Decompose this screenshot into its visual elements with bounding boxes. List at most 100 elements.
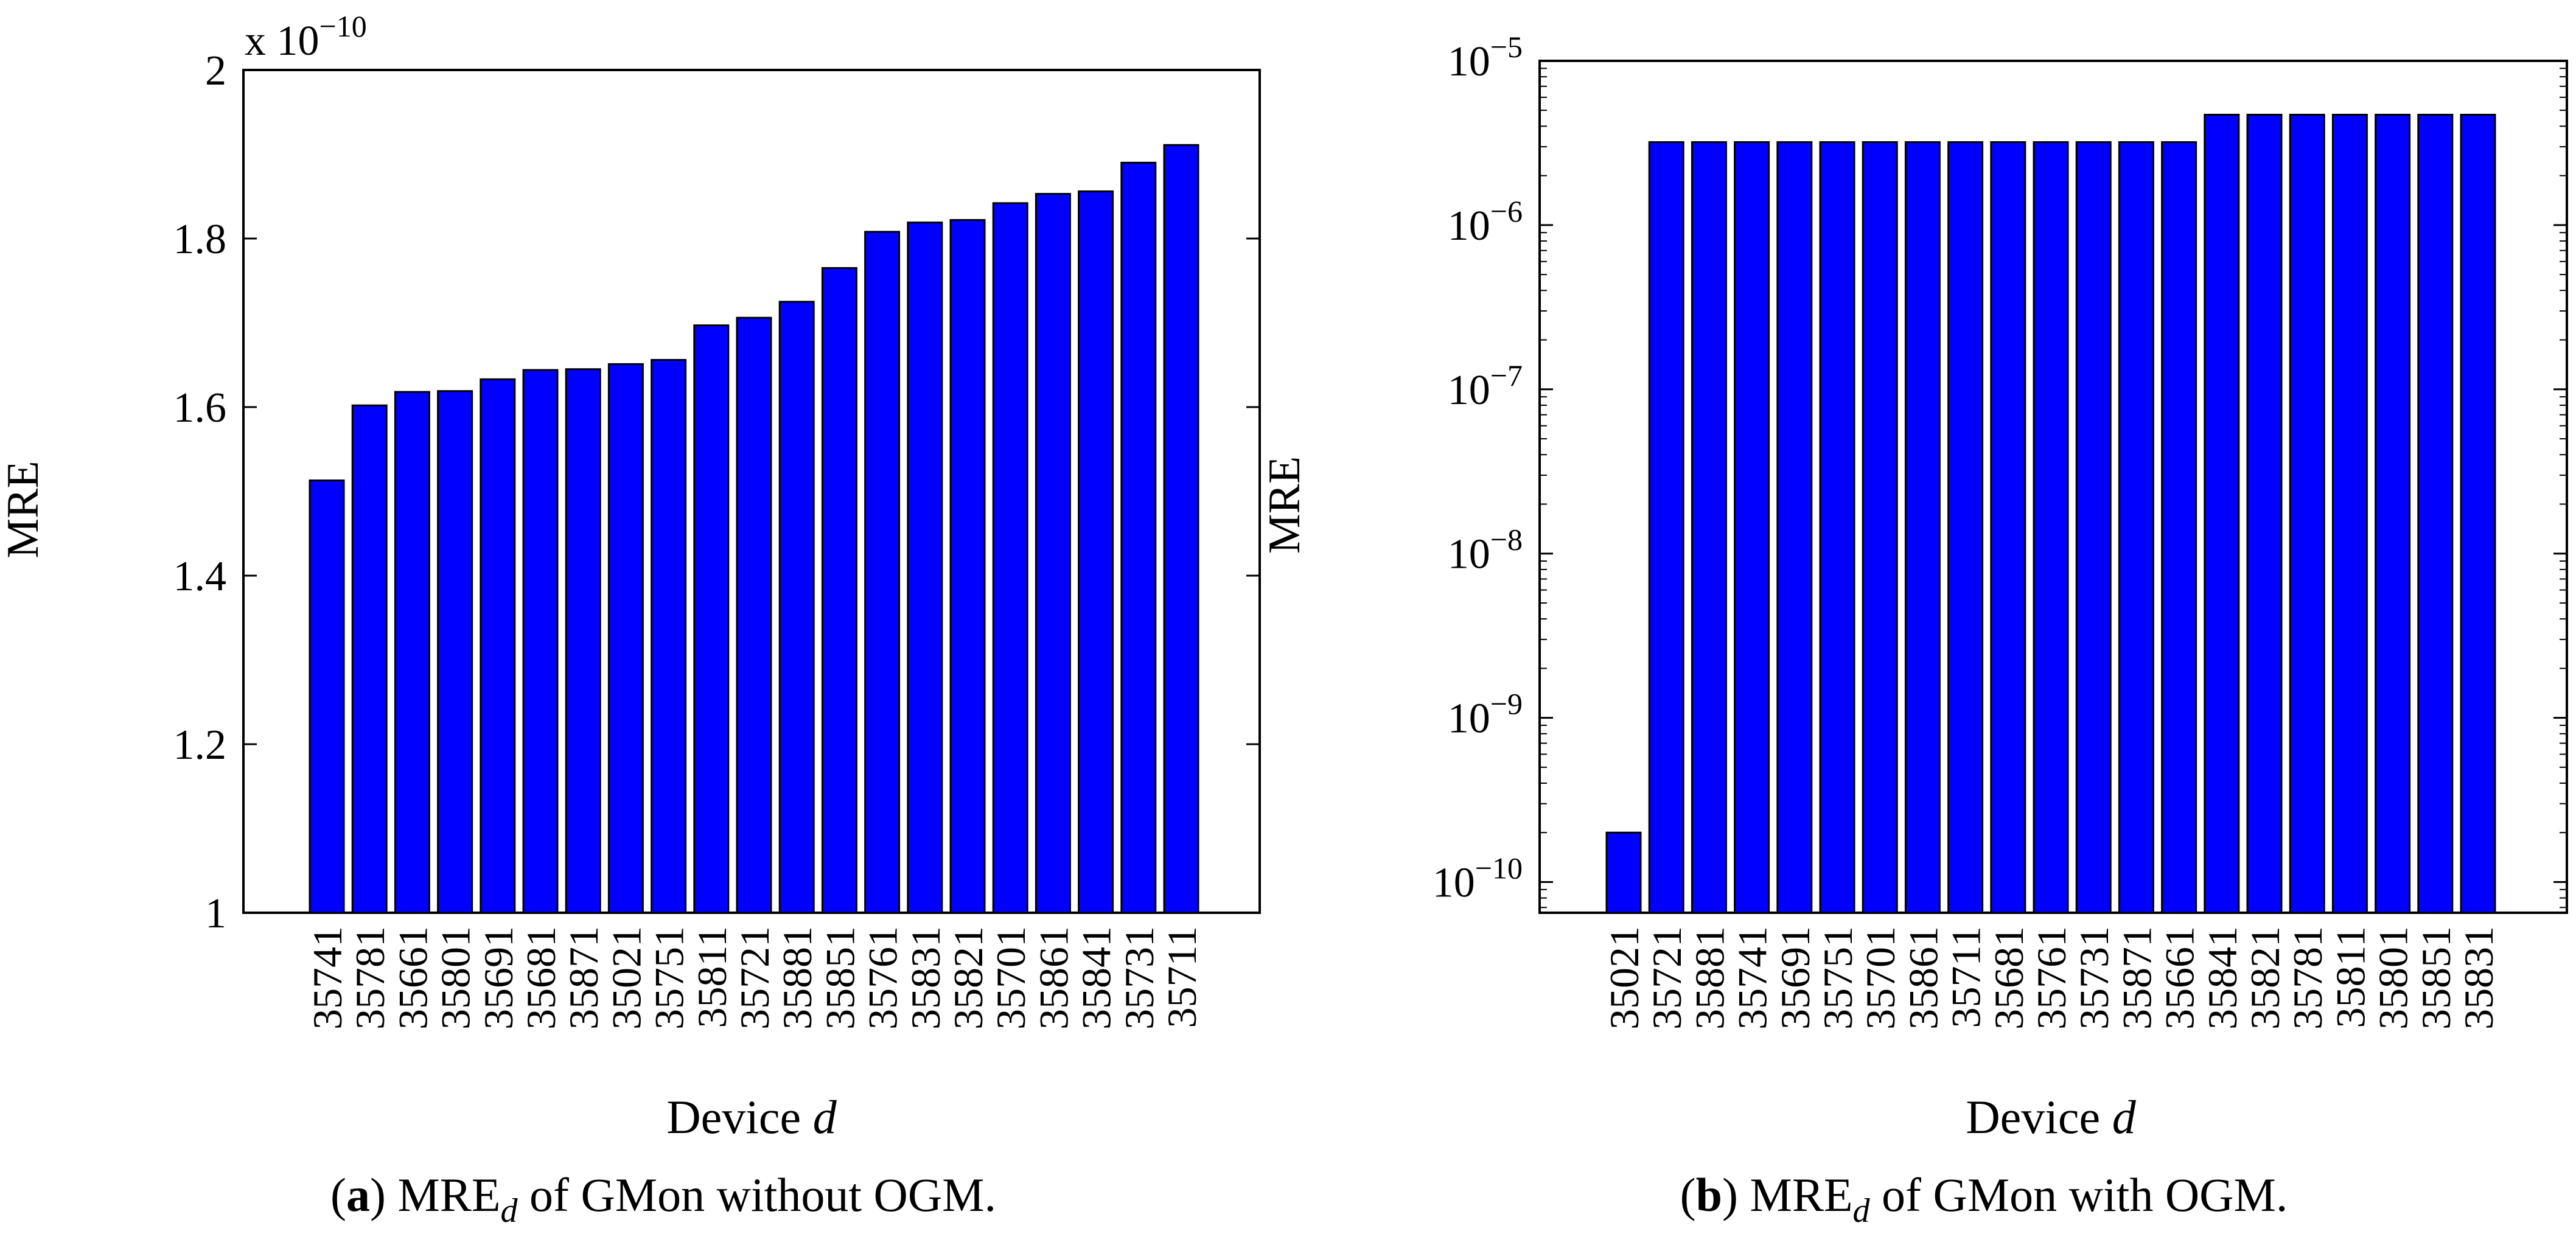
panel-a-bar-35861 [1035,193,1071,914]
panel-b-y-tick-label: 10−8 [1448,523,1523,578]
panel-b-x-tick-label: 35841 [2199,926,2246,1030]
panel-b-bar-35821 [2246,114,2283,914]
panel-b-y-tick-label: 10−9 [1448,687,1523,742]
panel-b-caption: (b) MREd of GMon with OGM. [1680,1168,2288,1230]
panel-b-x-tick-label: 35881 [1686,926,1733,1030]
panel-a-bar-35661 [394,391,430,914]
panel-b-bar-35741 [1734,141,1770,914]
panel-a-x-tick-label: 35841 [1073,926,1120,1030]
panel-a-x-tick-label: 35691 [475,926,522,1030]
panel-b-bar-35801 [2375,114,2411,914]
panel-b-bar-35831 [2460,114,2496,914]
panel-a-y-tick-label: 1 [205,890,226,937]
panel-b-y-tick-label: 10−5 [1448,30,1523,85]
panel-a-bar-35811 [693,324,730,914]
panel-b-bar-35691 [1776,141,1813,914]
panel-a-x-tick-label: 35741 [304,926,351,1030]
panel-a-x-tick-label: 35801 [433,926,479,1030]
panel-b-x-tick-label: 35781 [2285,926,2331,1030]
panel-a-x-tick-label: 35851 [817,926,863,1030]
panel-a-x-tick-label: 35871 [560,926,607,1030]
panel-b-x-axis-label: Device d [1966,1090,2136,1143]
panel-a-x-tick-label: 35711 [1159,926,1205,1028]
panel-b-x-tick-label: 35831 [2456,926,2502,1030]
panel-b-bar-35761 [2033,141,2069,914]
panel-b-x-tick-label: 35661 [2157,926,2203,1030]
panel-a-y-axis-label: MRE [0,461,48,558]
panel-b-x-tick-label: 35761 [2028,926,2075,1030]
panel-b-bar-35711 [1947,141,1984,914]
panel-a-bar-35881 [778,301,815,914]
panel-a-bar-35871 [565,368,601,914]
panel-b-x-tick-label: 35851 [2413,926,2459,1030]
panel-b-x-tick-label: 35821 [2242,926,2288,1030]
panel-a-bar-35711 [1163,144,1199,914]
panel-b-bar-35721 [1648,141,1684,914]
panel-a-bar-35841 [1078,190,1114,914]
panel-a-bar-35691 [480,378,516,914]
panel-a-x-tick-label: 35781 [347,926,393,1030]
panel-b-x-tick-label: 35741 [1730,926,1776,1030]
panel-b-x-tick-label: 35751 [1815,926,1861,1030]
panel-a-x-tick-label: 35721 [731,926,778,1030]
panel-a-x-axis-label: Device d [666,1090,837,1143]
panel-a-bar-35721 [736,316,772,914]
panel-a-x-tick-label: 35821 [945,926,991,1030]
panel-b-x-tick-label: 35811 [2327,926,2373,1028]
panel-a-x-tick-label: 35681 [518,926,564,1030]
chart-panel-b: 10−10 10−9 10−8 10−7 10−6 10−5 350213572135881… [1260,30,2568,1230]
panel-b-bar-35021 [1605,831,1642,914]
panel-a-bar-35831 [907,221,943,914]
panel-b-y-tick-label: 10−6 [1448,194,1523,249]
panel-a-x-tick-label: 35731 [1116,926,1162,1030]
panel-b-x-tick-label: 35721 [1644,926,1690,1030]
panel-b-bar-35781 [2289,114,2325,914]
panel-b-x-tick-label: 35691 [1772,926,1818,1030]
panel-b-x-tick-label: 35711 [1943,926,1989,1028]
panel-a-x-tick-label: 35021 [603,926,649,1030]
panel-a-y-tick-label: 1.6 [173,385,227,431]
panel-b-bar-35871 [2118,141,2154,914]
panel-a-y-multiplier: x 10−10 [245,9,367,65]
panel-b-bar-35811 [2331,114,2368,914]
panel-b-y-tick-label: 10−10 [1433,851,1523,907]
panel-b-x-tick-label: 35861 [1900,926,1946,1030]
panel-b-bar-35681 [1990,141,2026,914]
panel-a-x-tick-label: 35751 [646,926,693,1030]
panel-a-caption: (a) MREd of GMon without OGM. [330,1168,996,1230]
panel-b-x-tick-label: 35801 [2370,926,2417,1030]
panel-a-bar-35851 [821,267,857,914]
panel-b-bar-35841 [2204,114,2240,914]
panel-a-bar-35741 [309,479,345,914]
panel-b-y-tick-label: 10−7 [1448,358,1523,414]
panel-b-x-tick-label: 35681 [1986,926,2032,1030]
panel-b-bar-35731 [2075,141,2112,914]
panel-a-y-tick-label: 1.2 [173,722,227,769]
panel-a-x-tick-label: 35761 [860,926,906,1030]
panel-b-bar-35881 [1691,141,1727,914]
panel-b-x-tick-label: 35871 [2114,926,2160,1030]
panel-b-x-tick-label: 35701 [1857,926,1904,1030]
panel-b-bar-35861 [1904,141,1941,914]
panel-b-bar-35701 [1862,141,1898,914]
panel-b-x-tick-label: 35731 [2071,926,2117,1030]
panel-a-x-tick-label: 35831 [902,926,949,1030]
panel-a-bar-35781 [351,404,388,914]
panel-b-bar-35661 [2161,141,2197,914]
panel-b-bar-35851 [2417,114,2454,914]
panel-a-bar-35701 [992,202,1028,914]
panel-a-x-tick-label: 35881 [774,926,820,1030]
panel-a-bar-35821 [949,219,986,914]
panel-a-bar-35681 [522,369,559,914]
panel-a-bar-35761 [864,231,901,914]
panel-a-x-tick-label: 35701 [988,926,1034,1030]
chart-panel-a: 11.21.41.61.8235741357813566135801356913… [0,9,1261,1230]
panel-a-bar-35751 [651,358,687,914]
panel-b-y-axis-label: MRE [1260,456,1310,554]
panel-a-x-tick-label: 35811 [689,926,735,1028]
panel-a-y-tick-label: 1.4 [173,553,227,600]
panel-a-y-tick-label: 1.8 [173,216,227,263]
panel-a-bar-35731 [1120,161,1157,914]
panel-a-bar-35021 [607,363,644,914]
